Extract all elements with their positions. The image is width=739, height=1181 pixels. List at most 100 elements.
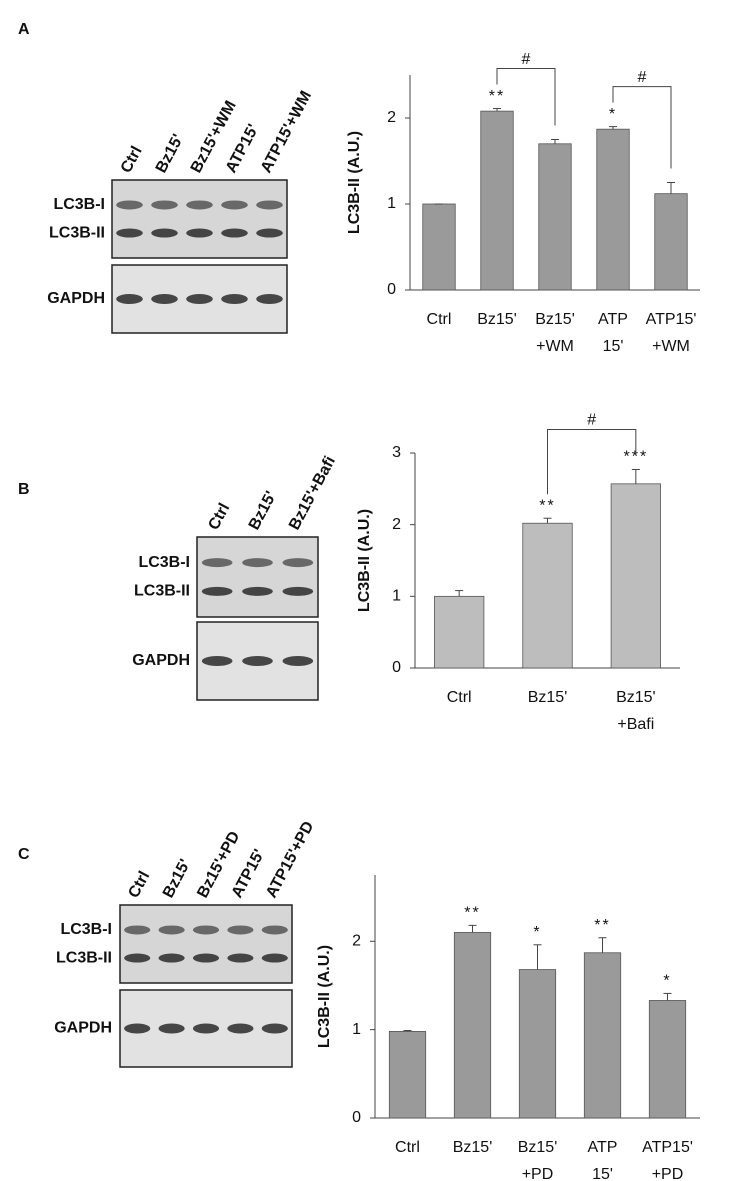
band: [256, 294, 283, 304]
y-tick-label: 0: [352, 1109, 361, 1126]
band: [186, 200, 213, 210]
band: [242, 656, 273, 666]
lane-label: Ctrl: [118, 144, 146, 176]
significance: **: [594, 917, 610, 934]
lane-label: ATP15': [223, 122, 263, 176]
band: [116, 228, 143, 238]
bar: [583, 952, 622, 1119]
y-tick-label: 1: [392, 588, 401, 605]
panel-letter: A: [18, 21, 30, 38]
band: [158, 1023, 185, 1034]
band: [186, 228, 213, 238]
row-label: LC3B-II: [134, 583, 190, 600]
band: [227, 1023, 254, 1034]
y-tick-label: 1: [352, 1021, 361, 1038]
row-label: LC3B-II: [56, 949, 112, 966]
band: [242, 586, 273, 596]
significance: **: [464, 905, 480, 922]
x-tick-label: Bz15': [528, 689, 568, 706]
x-tick-label: +Bafi: [617, 716, 654, 733]
band: [201, 586, 233, 596]
band: [192, 953, 220, 963]
band: [201, 656, 233, 666]
band: [242, 558, 273, 568]
row-label: LC3B-II: [49, 224, 105, 241]
significance: *: [663, 973, 671, 990]
row-label: LC3B-I: [60, 921, 112, 938]
lane-label: ATP15'+WM: [258, 88, 315, 176]
band: [261, 925, 288, 935]
x-tick-label: Ctrl: [395, 1139, 420, 1156]
band: [116, 294, 143, 304]
y-axis-label: LC3B-II (A.U.): [316, 945, 333, 1048]
x-tick-label: Ctrl: [427, 311, 452, 328]
row-label: LC3B-I: [138, 554, 190, 571]
band: [186, 294, 213, 304]
band: [151, 228, 178, 238]
band: [282, 656, 314, 666]
comparison-bracket: [496, 68, 556, 126]
bar: [648, 1000, 687, 1119]
bar: [610, 483, 661, 669]
lane-label: ATP15'+PD: [263, 819, 317, 901]
band: [227, 953, 254, 963]
band: [282, 586, 314, 596]
band: [151, 294, 178, 304]
band: [221, 200, 248, 210]
row-label: GAPDH: [54, 1020, 112, 1037]
comparison-label: #: [638, 69, 647, 86]
comparison-bracket: [547, 428, 637, 495]
bar: [518, 969, 557, 1119]
band: [261, 953, 288, 963]
blot-lc3b: [196, 536, 319, 618]
bar: [422, 203, 456, 291]
x-tick-label: ATP: [588, 1139, 618, 1156]
x-tick-label: Bz15': [453, 1139, 493, 1156]
comparison-bracket: [612, 86, 672, 169]
band: [192, 925, 220, 935]
significance: ***: [623, 449, 648, 466]
x-tick-label: Bz15': [616, 689, 656, 706]
row-label: GAPDH: [132, 652, 190, 669]
y-tick-label: 2: [387, 109, 396, 126]
bar: [434, 595, 485, 669]
bar: [480, 110, 514, 291]
lane-label: Bz15'+Bafi: [286, 454, 339, 533]
panel-letter: C: [18, 846, 30, 863]
x-tick-label: +WM: [652, 338, 690, 355]
band: [158, 953, 185, 963]
x-tick-label: 15': [592, 1166, 613, 1181]
lane-label: Bz15': [246, 489, 280, 533]
y-tick-label: 1: [387, 195, 396, 212]
bar: [522, 522, 573, 669]
x-tick-label: Bz15': [535, 311, 575, 328]
significance: *: [609, 106, 617, 123]
x-tick-label: +WM: [536, 338, 574, 355]
row-label: LC3B-I: [53, 196, 105, 213]
significance: **: [539, 497, 555, 514]
bar: [453, 932, 492, 1119]
lane-label: Ctrl: [205, 501, 233, 533]
x-tick-label: ATP15': [646, 311, 697, 328]
band: [221, 228, 248, 238]
y-tick-label: 3: [392, 444, 401, 461]
panel-letter: B: [18, 481, 30, 498]
lane-label: Bz15': [153, 132, 187, 176]
blot-lc3b: [119, 904, 293, 984]
x-tick-label: +PD: [522, 1166, 554, 1181]
band: [116, 200, 143, 210]
y-tick-label: 0: [392, 659, 401, 676]
bar: [654, 193, 688, 291]
significance: *: [533, 924, 541, 941]
lane-label: Ctrl: [125, 869, 153, 901]
x-tick-label: +PD: [652, 1166, 684, 1181]
significance: **: [489, 88, 505, 105]
band: [221, 294, 248, 304]
band: [124, 953, 151, 963]
blot-lc3b: [111, 179, 288, 259]
comparison-label: #: [587, 412, 596, 429]
y-tick-label: 2: [352, 932, 361, 949]
y-tick-label: 0: [387, 281, 396, 298]
band: [261, 1023, 288, 1034]
